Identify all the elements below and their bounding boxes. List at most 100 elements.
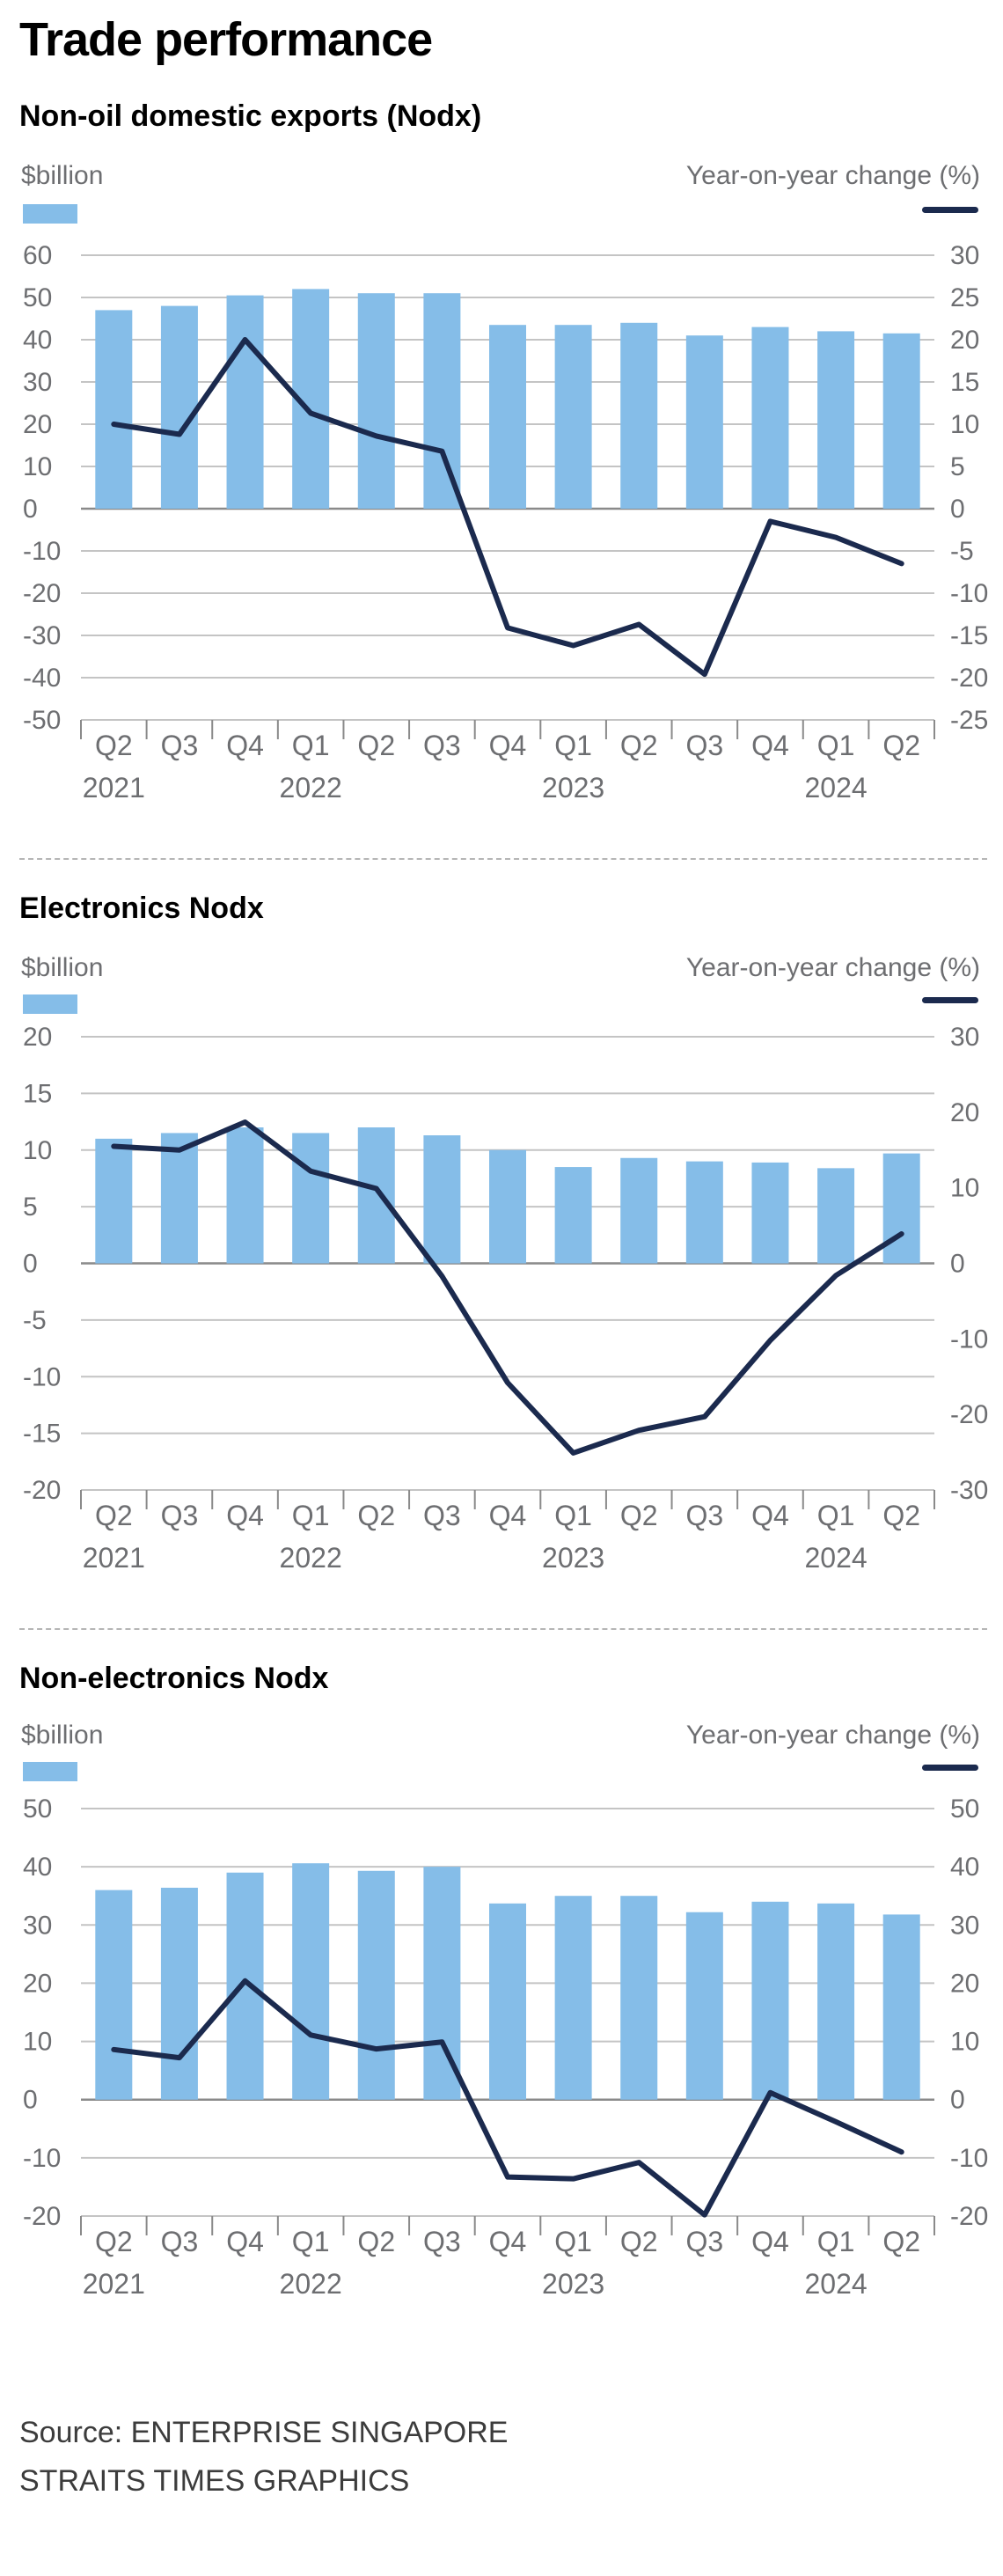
x-tick-label: Q3 xyxy=(686,1500,724,1531)
left-tick-label: 50 xyxy=(23,1794,52,1824)
left-tick-label: 20 xyxy=(23,410,52,439)
left-axis-unit: $billion xyxy=(21,953,104,982)
year-label: 2022 xyxy=(280,1542,342,1574)
bar xyxy=(620,1896,658,2100)
left-tick-label: 10 xyxy=(23,2028,52,2057)
left-tick-label: 0 xyxy=(23,2086,38,2115)
x-tick-label: Q1 xyxy=(292,1500,330,1531)
x-tick-label: Q1 xyxy=(554,730,592,761)
left-tick-label: 20 xyxy=(23,1023,52,1052)
x-tick-label: Q2 xyxy=(882,730,920,761)
x-tick-label: Q1 xyxy=(817,730,855,761)
bar xyxy=(882,333,920,509)
line-legend-key xyxy=(922,997,978,1003)
left-tick-label: -5 xyxy=(23,1306,47,1335)
right-tick-label: 20 xyxy=(950,1098,979,1127)
x-tick-label: Q2 xyxy=(357,1500,395,1531)
x-tick-label: Q2 xyxy=(357,2226,395,2257)
left-tick-label: -10 xyxy=(23,1362,61,1391)
year-label: 2023 xyxy=(542,1542,604,1574)
left-tick-label: -40 xyxy=(23,664,61,693)
bar xyxy=(423,1867,461,2100)
series-line xyxy=(111,337,904,678)
x-tick-label: Q1 xyxy=(292,730,330,761)
right-tick-label: 15 xyxy=(950,368,979,397)
x-tick-label: Q4 xyxy=(751,730,789,761)
right-tick-label: 0 xyxy=(950,495,965,524)
bar xyxy=(817,1168,855,1264)
right-tick-label: 5 xyxy=(950,452,965,481)
left-tick-label: -20 xyxy=(23,2202,61,2231)
bar xyxy=(357,1127,395,1264)
year-label: 2021 xyxy=(83,2268,145,2300)
bar xyxy=(882,1914,920,2100)
x-tick-label: Q2 xyxy=(620,2226,658,2257)
right-tick-label: 20 xyxy=(950,1969,979,1998)
line-legend-key xyxy=(922,207,978,213)
x-tick-label: Q3 xyxy=(161,2226,199,2257)
bar xyxy=(817,331,855,509)
right-tick-label: -10 xyxy=(950,579,988,608)
right-tick-label: -30 xyxy=(950,1476,988,1505)
right-tick-label: -20 xyxy=(950,1400,988,1429)
x-tick-label: Q3 xyxy=(423,2226,461,2257)
bar xyxy=(751,327,789,509)
bar xyxy=(620,322,658,509)
x-tick-label: Q2 xyxy=(95,730,133,761)
chart-nodx: 6050403020100-10-20-30-40-50302520151050… xyxy=(23,241,988,804)
year-label: 2021 xyxy=(83,1542,145,1574)
x-tick-label: Q2 xyxy=(95,2226,133,2257)
x-tick-label: Q4 xyxy=(226,2226,264,2257)
x-tick-label: Q4 xyxy=(751,2226,789,2257)
right-tick-label: 0 xyxy=(950,2086,965,2115)
year-label: 2024 xyxy=(804,2268,867,2300)
source-note: Source: ENTERPRISE SINGAPORE xyxy=(19,2416,509,2449)
right-tick-label: 30 xyxy=(950,241,979,270)
left-tick-label: 40 xyxy=(23,326,52,355)
bar xyxy=(817,1903,855,2100)
year-label: 2023 xyxy=(542,772,604,804)
x-tick-label: Q4 xyxy=(489,1500,527,1531)
x-tick-label: Q2 xyxy=(95,1500,133,1531)
right-tick-label: 40 xyxy=(950,1853,979,1882)
bar xyxy=(95,1138,133,1264)
chart-electronics: 20 15 10 5 0 -5 -10 -15 -20 30 20 10 0 -10 -20 -30 Q2 Q3 Q… xyxy=(23,1023,988,1574)
year-label: 2022 xyxy=(280,772,342,804)
right-tick-label: 0 xyxy=(950,1250,965,1279)
left-tick-label: 0 xyxy=(23,495,38,524)
year-label: 2023 xyxy=(542,2268,604,2300)
right-tick-label: 30 xyxy=(950,1911,979,1940)
x-tick-label: Q4 xyxy=(226,1500,264,1531)
x-tick-label: Q3 xyxy=(161,730,199,761)
x-tick-label: Q1 xyxy=(292,2226,330,2257)
bar xyxy=(357,293,395,509)
chart-title-non-electronics: Non-electronics Nodx xyxy=(19,1662,329,1695)
x-tick-label: Q2 xyxy=(620,730,658,761)
x-tick-label: Q3 xyxy=(686,730,724,761)
bar xyxy=(423,293,461,509)
year-label: 2022 xyxy=(280,2268,342,2300)
year-label: 2021 xyxy=(83,772,145,804)
bar xyxy=(423,1135,461,1264)
x-tick-label: Q2 xyxy=(882,2226,920,2257)
bar xyxy=(160,1887,198,2100)
x-tick-label: Q1 xyxy=(554,1500,592,1531)
right-tick-label: -10 xyxy=(950,2144,988,2173)
bar xyxy=(226,1127,264,1264)
left-tick-label: 0 xyxy=(23,1250,38,1279)
section-divider xyxy=(19,858,987,860)
right-axis-unit: Year-on-year change (%) xyxy=(685,1721,980,1750)
right-tick-label: 20 xyxy=(950,326,979,355)
left-tick-label: 10 xyxy=(23,452,52,481)
left-axis-unit: $billion xyxy=(21,161,104,190)
left-tick-label: 40 xyxy=(23,1853,52,1882)
x-tick-label: Q4 xyxy=(226,730,264,761)
left-tick-label: -10 xyxy=(23,537,61,566)
year-label: 2024 xyxy=(804,772,867,804)
bar xyxy=(489,1903,526,2100)
right-axis-unit: Year-on-year change (%) xyxy=(685,953,980,982)
x-tick-label: Q3 xyxy=(161,1500,199,1531)
x-tick-label: Q1 xyxy=(817,1500,855,1531)
bar-legend-key xyxy=(23,994,77,1014)
right-tick-label: 10 xyxy=(950,1174,979,1203)
